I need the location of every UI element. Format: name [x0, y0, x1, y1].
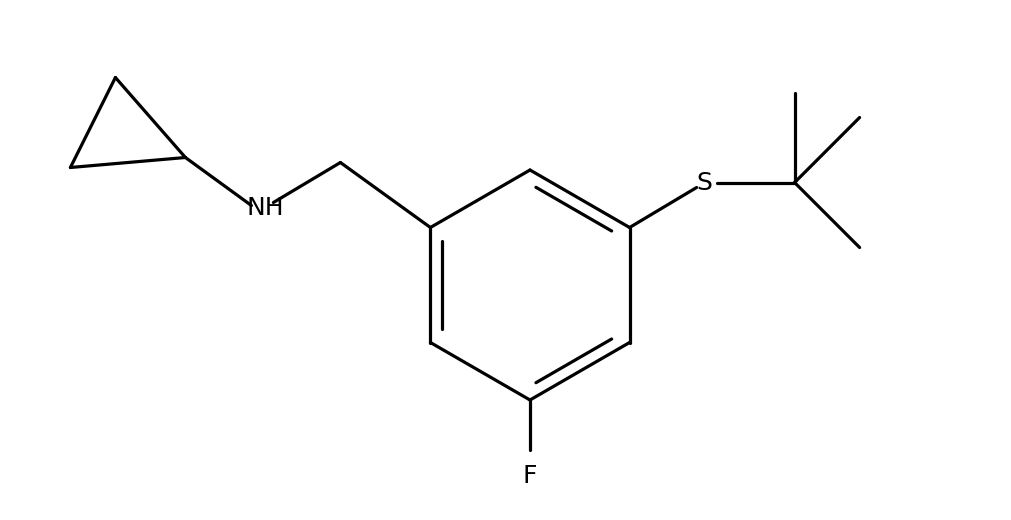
- Text: NH: NH: [247, 196, 284, 219]
- Text: F: F: [523, 464, 537, 488]
- Text: S: S: [696, 171, 712, 194]
